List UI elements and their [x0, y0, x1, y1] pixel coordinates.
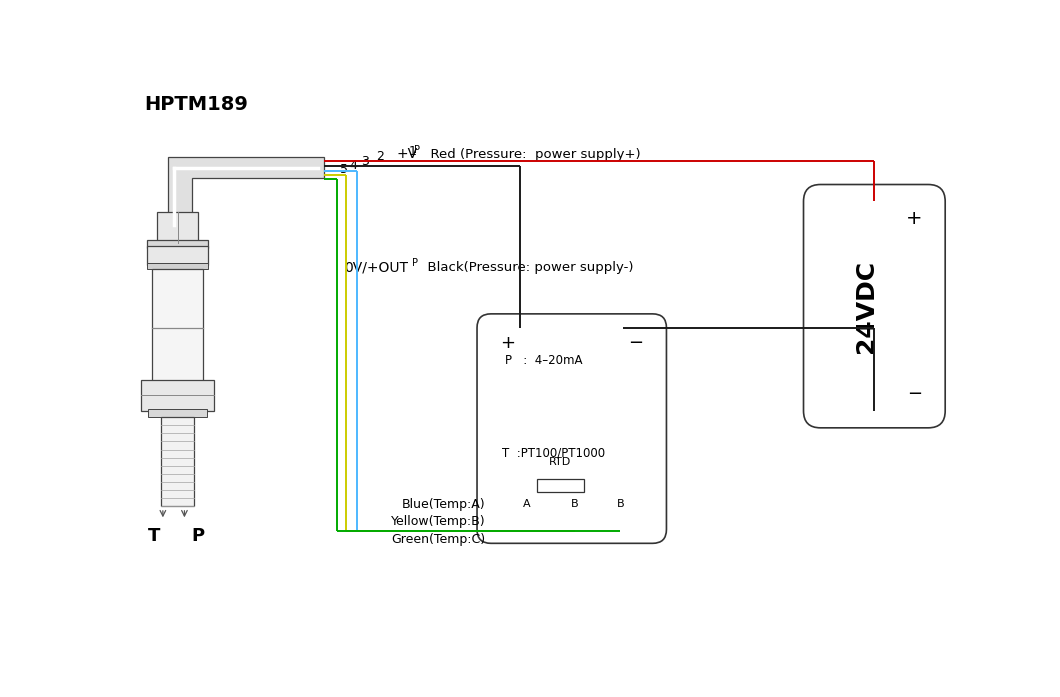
Polygon shape — [167, 157, 323, 228]
Text: −: − — [906, 385, 922, 403]
Text: Blue(Temp:A): Blue(Temp:A) — [402, 498, 485, 512]
Text: +V: +V — [396, 148, 418, 162]
Text: 5: 5 — [340, 163, 348, 176]
Bar — [147, 263, 208, 269]
Bar — [161, 417, 194, 506]
Text: +: + — [500, 334, 515, 352]
Text: HPTM189: HPTM189 — [144, 95, 248, 114]
Text: 24VDC: 24VDC — [853, 259, 878, 353]
Text: P: P — [414, 145, 420, 155]
Bar — [146, 240, 209, 247]
Bar — [147, 246, 208, 265]
Text: T  :PT100/PT1000: T :PT100/PT1000 — [502, 446, 605, 459]
Text: T: T — [147, 527, 160, 544]
FancyBboxPatch shape — [803, 185, 946, 428]
Bar — [141, 380, 214, 411]
Bar — [148, 409, 207, 417]
Text: 0V/+OUT: 0V/+OUT — [344, 261, 408, 275]
Bar — [536, 479, 584, 491]
FancyBboxPatch shape — [477, 314, 667, 544]
Text: 4: 4 — [349, 159, 357, 172]
Text: P: P — [192, 527, 205, 544]
Text: B: B — [617, 499, 624, 510]
Text: P   :  4–20mA: P : 4–20mA — [505, 354, 582, 367]
Text: RTD: RTD — [549, 457, 571, 467]
Text: Green(Temp:C): Green(Temp:C) — [391, 533, 485, 546]
Text: Yellow(Temp:B): Yellow(Temp:B) — [391, 515, 485, 528]
Text: A: A — [523, 499, 530, 510]
Text: +: + — [906, 209, 922, 228]
Text: 3: 3 — [360, 155, 369, 169]
Text: 2: 2 — [376, 150, 384, 163]
Text: B: B — [571, 499, 579, 510]
Text: Black(Pressure: power supply-): Black(Pressure: power supply-) — [420, 261, 634, 274]
Text: −: − — [629, 334, 643, 352]
Text: 1: 1 — [408, 144, 417, 158]
Bar — [152, 269, 202, 382]
Text: P: P — [412, 258, 418, 268]
Text: Red (Pressure:  power supply+): Red (Pressure: power supply+) — [422, 148, 640, 161]
Bar — [158, 212, 197, 243]
